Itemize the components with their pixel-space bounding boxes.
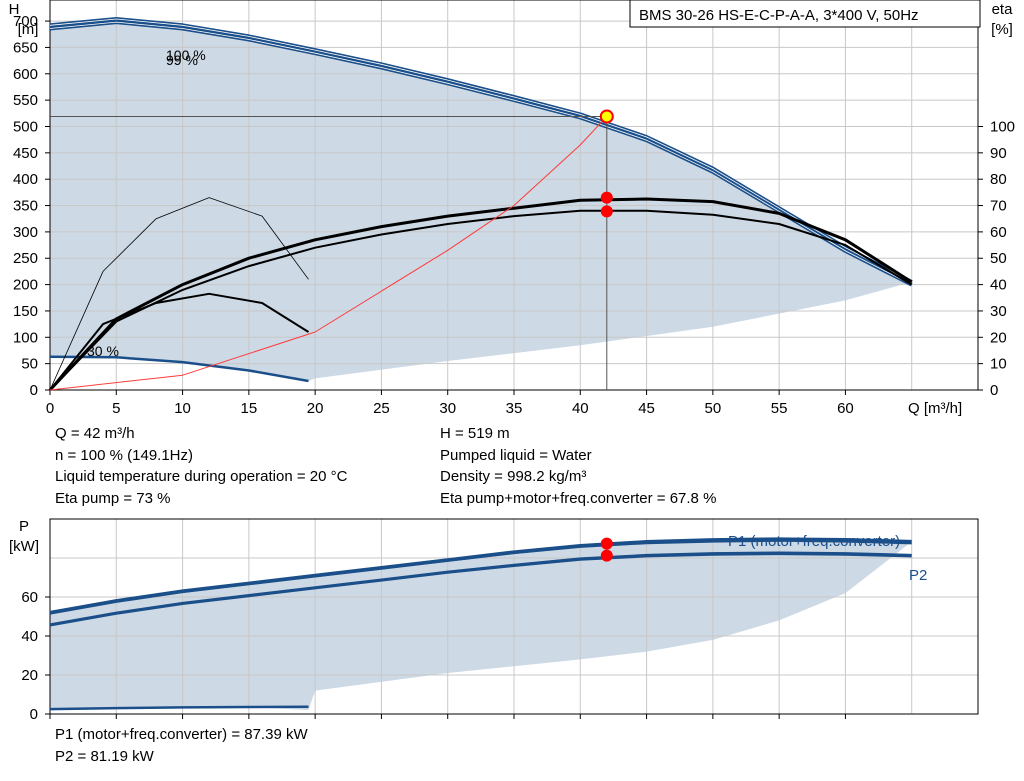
x-tick-label: 50 bbox=[705, 400, 722, 417]
y-tick-label: 20 bbox=[21, 667, 38, 684]
curve-label-30: 30 % bbox=[87, 343, 119, 359]
op-point-eta-0 bbox=[600, 191, 613, 204]
x-axis-label: Q [m³/h] bbox=[908, 400, 962, 417]
series-label-p1: P1 (motor+freq.converter) bbox=[728, 533, 900, 550]
y-tick-label: 50 bbox=[21, 356, 38, 373]
series-line-highlight bbox=[49, 18, 912, 283]
info-eta-pump: Eta pump = 73 % bbox=[55, 489, 171, 507]
curve-label-99: 99 % bbox=[166, 52, 198, 68]
y-tick-label: 700 bbox=[13, 13, 38, 30]
power-series-line bbox=[49, 705, 309, 711]
y-tick-label: 350 bbox=[13, 198, 38, 215]
p-axis-label-symbol: P bbox=[19, 518, 29, 535]
curve-label-100: 100 % bbox=[166, 47, 206, 63]
series-line-eta-100 bbox=[48, 197, 913, 392]
info-flow: Q = 42 m³/h bbox=[55, 425, 135, 442]
x-tick-label: 10 bbox=[174, 400, 191, 417]
y2-tick-label: 40 bbox=[990, 277, 1007, 294]
x-tick-label: 15 bbox=[241, 400, 258, 417]
info-pumped-liquid: Pumped liquid = Water bbox=[440, 446, 592, 464]
series-line-eta-op bbox=[49, 209, 913, 391]
y2-tick-label: 10 bbox=[990, 356, 1007, 373]
x-tick-label: 30 bbox=[439, 400, 456, 417]
y-tick-label: 450 bbox=[13, 145, 38, 162]
y2-axis-label-symbol: eta bbox=[992, 1, 1014, 18]
y2-tick-label: 50 bbox=[990, 250, 1007, 267]
y-tick-label: 200 bbox=[13, 277, 38, 294]
y-tick-label: 550 bbox=[13, 92, 38, 109]
power-series-line bbox=[49, 551, 912, 626]
x-tick-label: 45 bbox=[638, 400, 655, 417]
y2-tick-label: 80 bbox=[990, 171, 1007, 188]
x-tick-label: 20 bbox=[307, 400, 324, 417]
info-block-1: Q = 42 m³/h n = 100 % (149.1Hz) Liquid t… bbox=[55, 423, 347, 509]
y-tick-label: 0 bbox=[30, 706, 38, 723]
y-tick-label: 650 bbox=[13, 39, 38, 56]
x-tick-label: 35 bbox=[506, 400, 523, 417]
series-label-p2: P2 bbox=[909, 567, 927, 584]
x-tick-label: 40 bbox=[572, 400, 589, 417]
info-eta-total: Eta pump+motor+freq.converter = 67.8 % bbox=[440, 489, 717, 507]
op-point-head bbox=[599, 109, 614, 124]
x-tick-label: 55 bbox=[771, 400, 788, 417]
op-point-eta-1 bbox=[600, 205, 613, 218]
y-tick-label: 500 bbox=[13, 118, 38, 135]
y2-tick-label: 60 bbox=[990, 224, 1007, 241]
y-tick-label: 400 bbox=[13, 171, 38, 188]
operating-area bbox=[50, 19, 912, 381]
info-block-2: H = 519 m Pumped liquid = Water Density … bbox=[440, 423, 716, 509]
power-series-line bbox=[49, 539, 912, 615]
info-p2: P2 = 81.19 kW bbox=[55, 747, 154, 765]
info-p1: P1 (motor+freq.converter) = 87.39 kW bbox=[55, 726, 308, 743]
x-tick-label: 60 bbox=[837, 400, 854, 417]
power-area bbox=[50, 539, 912, 711]
x-tick-label: 0 bbox=[46, 400, 54, 417]
title-box-text: BMS 30-26 HS-E-C-P-A-A, 3*400 V, 50Hz bbox=[639, 7, 919, 24]
y2-tick-label: 100 bbox=[990, 118, 1015, 135]
power-series-line bbox=[49, 553, 912, 627]
y-tick-label: 60 bbox=[21, 589, 38, 606]
info-density: Density = 998.2 kg/m³ bbox=[440, 468, 587, 485]
info-head: H = 519 m bbox=[440, 425, 510, 442]
y-tick-label: 40 bbox=[21, 628, 38, 645]
y-axis-label-unit: [m] bbox=[18, 21, 39, 38]
info-speed: n = 100 % (149.1Hz) bbox=[55, 446, 193, 464]
y-tick-label: 300 bbox=[13, 224, 38, 241]
series-line-system bbox=[49, 116, 608, 391]
x-tick-label: 5 bbox=[112, 400, 120, 417]
series-line-highlight bbox=[49, 21, 912, 285]
y2-tick-label: 20 bbox=[990, 329, 1007, 346]
op-point-p2 bbox=[600, 549, 613, 562]
y-axis-label-symbol: H bbox=[9, 1, 20, 18]
info-liquid-temp: Liquid temperature during operation = 20… bbox=[55, 468, 348, 485]
series-line-H-min bbox=[49, 355, 309, 383]
y2-axis-label-unit: [%] bbox=[991, 21, 1013, 38]
y-tick-label: 0 bbox=[30, 382, 38, 399]
p-axis-label-unit: [kW] bbox=[9, 538, 39, 555]
y2-tick-label: 90 bbox=[990, 145, 1007, 162]
y2-tick-label: 30 bbox=[990, 303, 1007, 320]
x-tick-label: 25 bbox=[373, 400, 390, 417]
y-tick-label: 100 bbox=[13, 329, 38, 346]
y-tick-label: 250 bbox=[13, 250, 38, 267]
info-block-3: P1 (motor+freq.converter) = 87.39 kW P2 … bbox=[55, 724, 308, 767]
series-line-eta-thin bbox=[49, 197, 309, 391]
y2-tick-label: 0 bbox=[990, 382, 998, 399]
y-tick-label: 600 bbox=[13, 66, 38, 83]
y2-tick-label: 70 bbox=[990, 198, 1007, 215]
y-tick-label: 150 bbox=[13, 303, 38, 320]
title-box bbox=[629, 0, 981, 28]
op-point-p1 bbox=[600, 537, 613, 550]
series-line-eta-30 bbox=[49, 292, 310, 391]
